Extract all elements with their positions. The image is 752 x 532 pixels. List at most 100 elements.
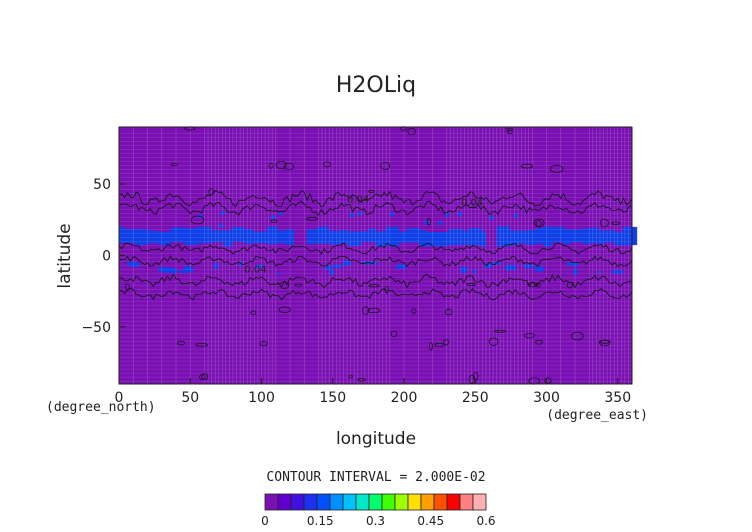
band-patch [473,269,477,274]
band-patch [183,266,194,272]
band-dot [489,215,494,220]
x-tick-label: 300 [533,390,560,406]
band-dot [218,223,223,228]
band-cell [603,230,616,243]
plot-area: 0.04 0.04 0.04 [118,126,638,385]
band-dot [357,211,362,216]
band-patch [534,266,544,272]
band-dot [445,212,450,217]
contour-loop [259,340,268,347]
contour-loop [390,330,398,338]
band-patch [460,267,468,273]
band-patch [492,262,503,265]
band-patch [573,268,578,274]
colorbar-swatch [316,493,331,511]
contour-loop [199,374,206,381]
band-cell [623,226,638,246]
colorbar-swatch [290,493,305,511]
contour-loop [170,163,178,166]
colorbar-swatch [446,493,461,511]
contour-loop [195,342,208,347]
contour-loop [278,306,291,314]
contour-loop [177,340,186,346]
contour-label: 0.04 [347,195,369,206]
band-cell [405,228,411,243]
plot-background [119,127,632,384]
band-cell [589,227,600,244]
contour-loop [488,337,499,346]
band-patch [523,264,534,269]
chart-title: H2OLiq [336,73,416,98]
colorbar-swatch [368,493,383,511]
x-tick-label: 250 [462,390,489,406]
band-cell [448,228,463,246]
contour-loop [473,372,479,381]
band-patch [180,270,189,274]
x-axis-unit: (degree_east) [546,408,648,423]
band-cell [419,229,427,247]
colorbar-swatch [355,493,370,511]
contour-lines: 0.04 0.04 0.04 [118,126,633,385]
colorbar-tick-label: 0 [261,514,269,528]
contour-label: 0.04 [244,265,266,276]
band-cell [569,229,584,243]
contour-loop [190,215,205,225]
contour-loop [357,378,366,382]
contour-loop [520,163,534,169]
band-dot [458,212,463,217]
colorbar-swatch [420,493,435,511]
contour-loop [411,308,417,314]
x-tick-label: 150 [319,390,346,406]
contour-loop [348,374,353,379]
band-dot [513,213,518,218]
contour-loop [250,310,257,315]
band-cell [468,228,482,246]
y-tick-label: 0 [102,249,111,265]
contour-loop [466,282,476,287]
band-cell [317,226,330,244]
band-dot [390,212,395,217]
colorbar-tick-label: 0.15 [307,514,334,528]
colorbar-tick-label: 0.45 [417,514,444,528]
band-cell [347,231,362,246]
contour-line [118,255,633,268]
contour-interval-label: CONTOUR INTERVAL = 2.000E-02 [266,470,485,485]
band-cell [134,228,148,246]
colorbar-swatch [472,493,487,511]
band-cell [551,226,565,243]
x-axis-label: longitude [336,429,416,449]
band-patch [362,260,366,265]
x-tick-label: 350 [604,390,631,406]
band-cell [535,227,545,244]
y-tick-label: −50 [81,320,111,336]
x-tick-label: 50 [181,390,199,406]
band-patch [611,270,624,274]
contour-loop [367,308,381,314]
colorbar-swatch [277,493,292,511]
band-cell [543,226,552,247]
contour-loop [524,332,535,339]
contour-loop [208,188,214,196]
band-dot [220,210,225,215]
band-cell [285,229,294,245]
contour-loop [270,219,278,223]
contour-loop [268,162,274,169]
contour-loop [380,161,391,170]
colorbar-ticks: 0 0.15 0.3 0.45 0.6 [261,514,495,528]
contour-loop [445,308,453,316]
colorbar-swatch [329,493,344,511]
band-patch [597,271,601,274]
contour-loop [426,217,431,226]
contour-label: 0.04 [461,198,483,209]
band-cell [434,231,450,247]
band-patch [177,270,189,272]
band-cell [425,232,436,247]
band-cell [223,230,233,247]
contour-loop [442,339,449,346]
band-cell [360,231,370,242]
y-axis-label: latitude [55,223,75,288]
band-dot [278,211,283,216]
band-dot [271,215,276,220]
contour-loop [598,340,611,344]
band-cell [583,228,590,245]
